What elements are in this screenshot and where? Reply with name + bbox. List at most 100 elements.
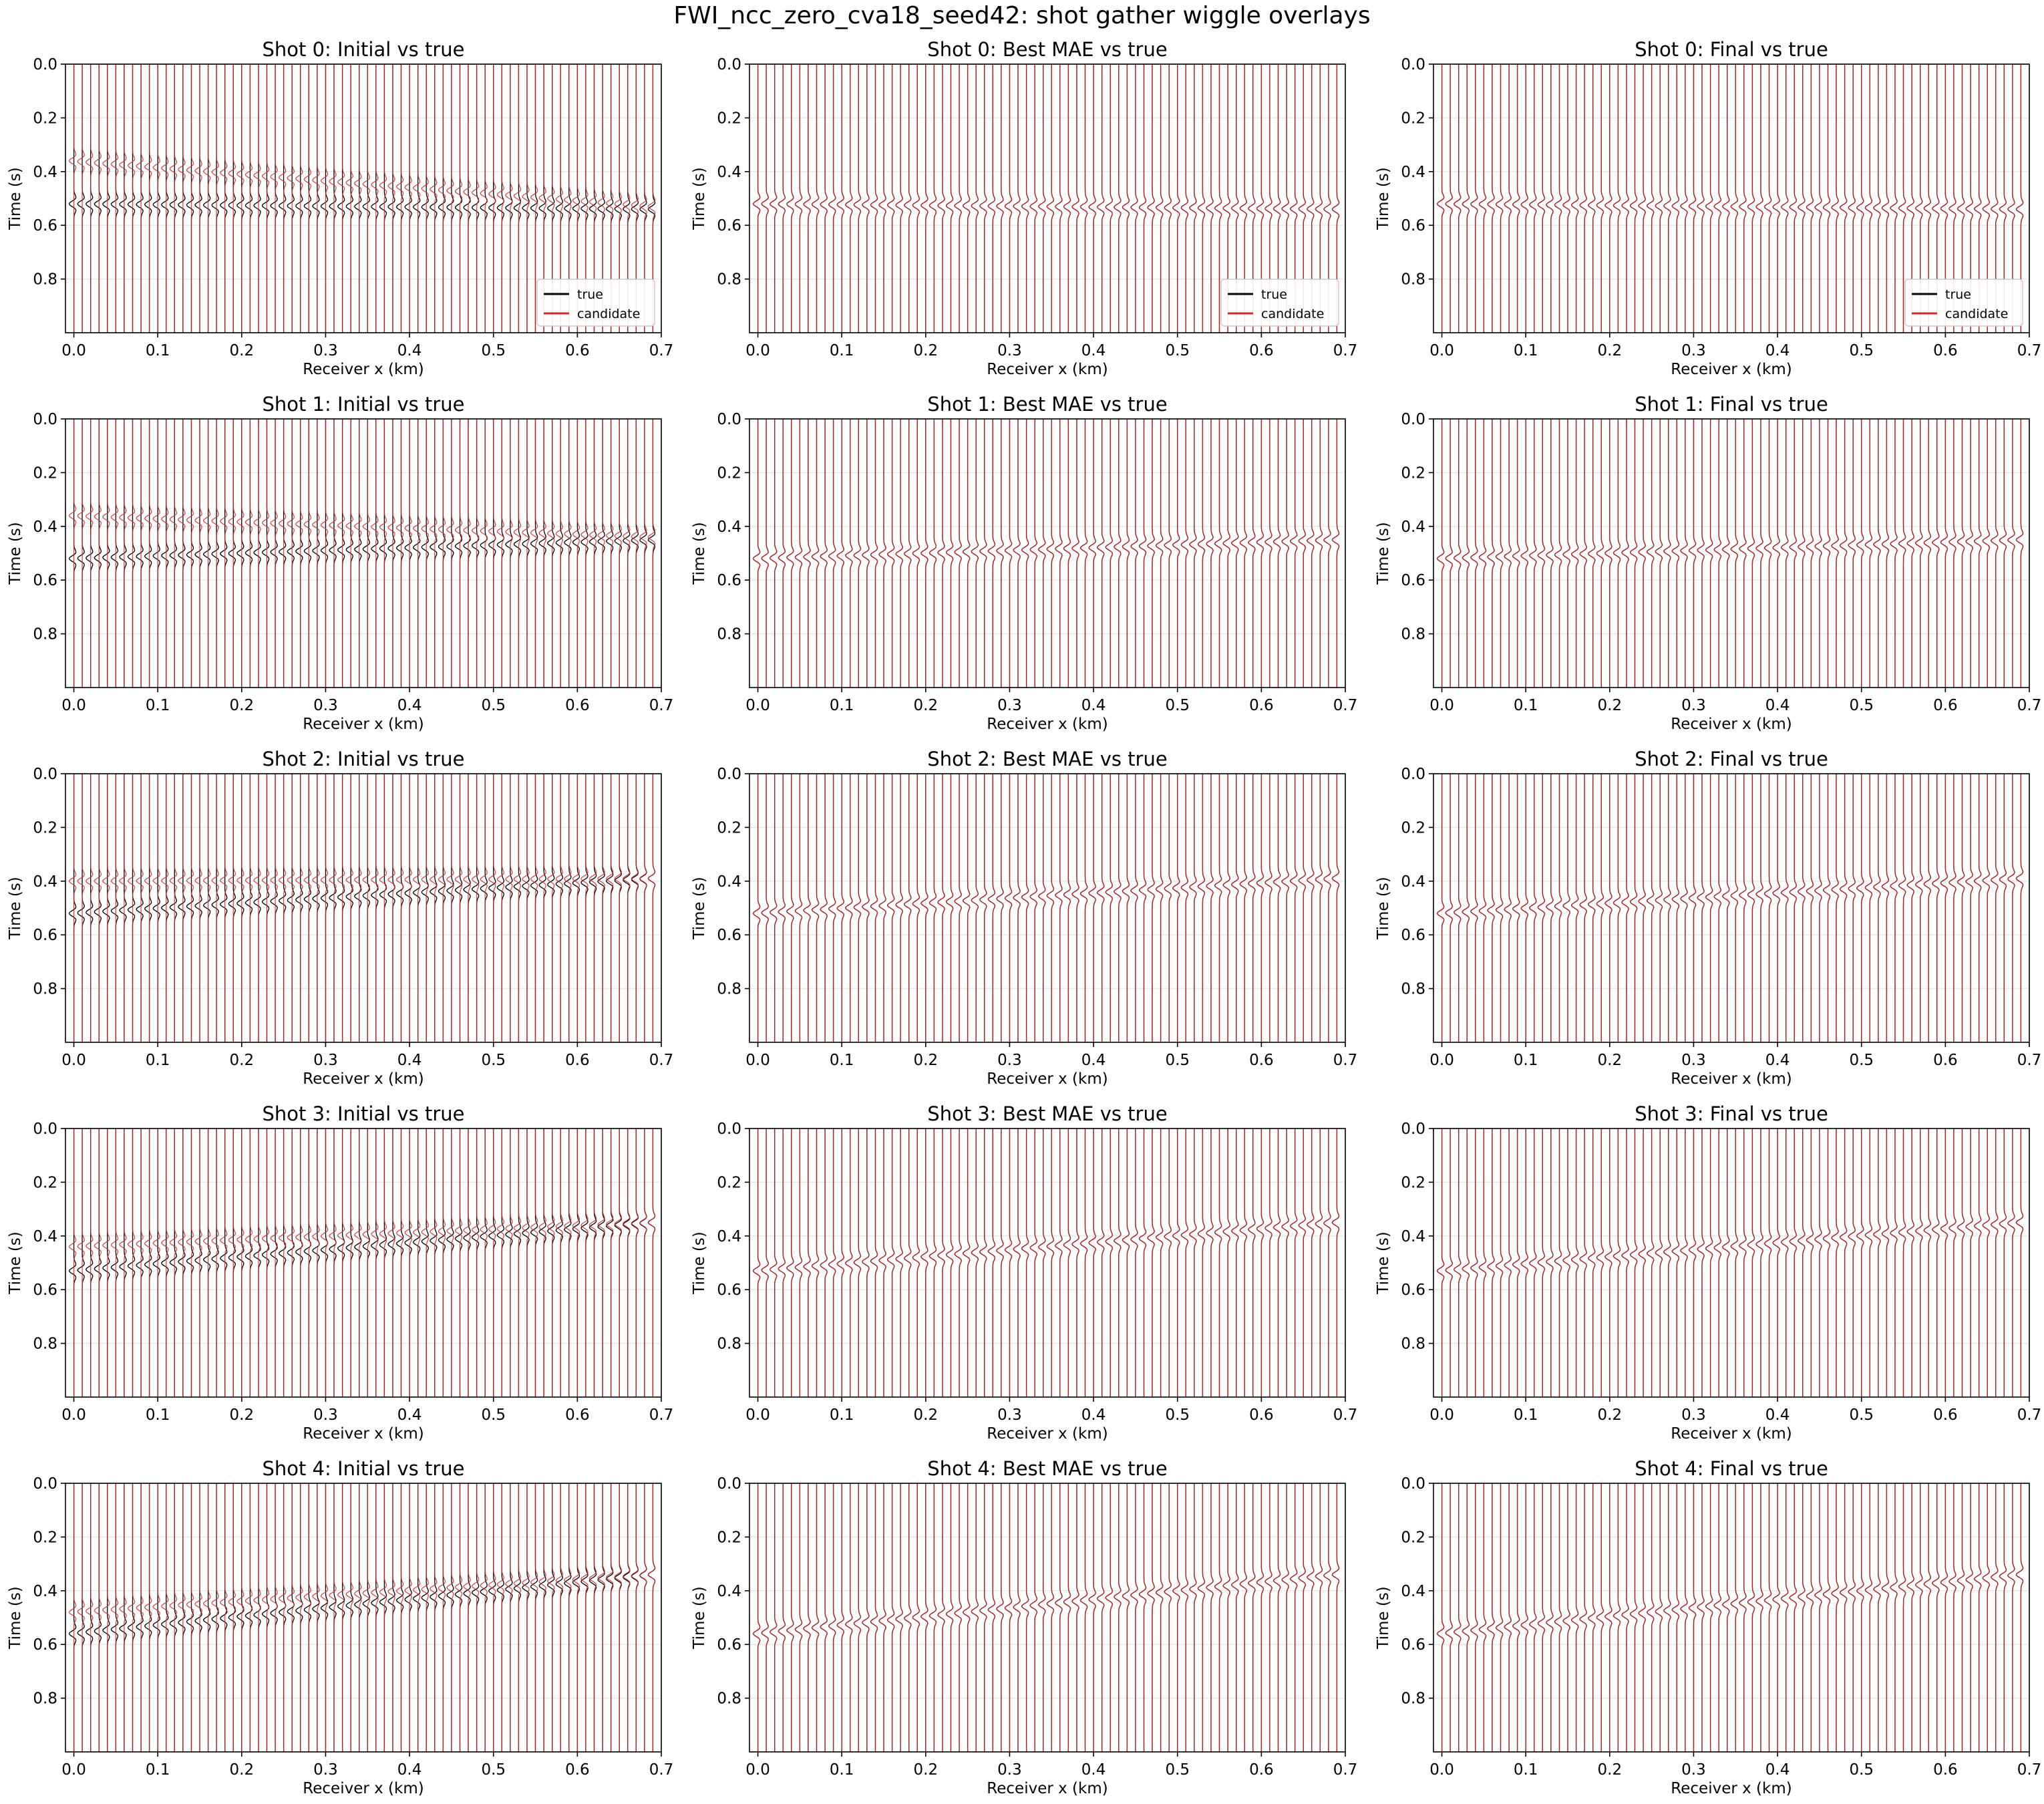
y-tick-label: 0.2 xyxy=(717,110,741,127)
x-tick-label: 0.2 xyxy=(230,1761,254,1779)
y-tick-label: 0.0 xyxy=(1401,1120,1425,1138)
x-tick-label: 0.7 xyxy=(649,697,674,714)
y-tick-label: 0.8 xyxy=(33,626,57,643)
y-tick-label: 0.2 xyxy=(717,819,741,837)
y-tick-label: 0.8 xyxy=(1401,626,1425,643)
x-tick-label: 0.3 xyxy=(997,697,1022,714)
subplot-panel: 0.0 0.1 0.2 0.3 0.4 0.5 0.6 0.70.00.20.40.60.8R… xyxy=(7,393,673,733)
y-axis-label: Time (s) xyxy=(7,1231,24,1295)
x-tick-label: 0.3 xyxy=(997,1406,1022,1424)
x-axis-label: Receiver x (km) xyxy=(303,1425,423,1443)
x-tick-label: 0.1 xyxy=(830,342,854,359)
y-axis-label: Time (s) xyxy=(691,167,708,231)
x-tick-label: 0.3 xyxy=(1681,1761,1706,1779)
x-tick-label: 0.1 xyxy=(830,697,854,714)
x-tick-label: 0.2 xyxy=(230,697,254,714)
x-tick-label: 0.3 xyxy=(1681,1052,1706,1069)
axes-background xyxy=(749,774,1345,1042)
x-tick-label: 0.5 xyxy=(1165,1406,1190,1424)
subplot-panel: 0.0 0.1 0.2 0.3 0.4 0.5 0.6 0.70.00.20.40.60.8R… xyxy=(7,1102,673,1443)
legend-label: true xyxy=(577,287,603,302)
y-axis-label: Time (s) xyxy=(7,877,24,940)
y-tick-label: 0.6 xyxy=(717,217,741,235)
x-tick-label: 0.3 xyxy=(1681,1406,1706,1424)
y-tick-label: 0.2 xyxy=(33,110,57,127)
panel-title: Shot 4: Initial vs true xyxy=(262,1457,464,1480)
x-tick-label: 0.5 xyxy=(1849,342,1874,359)
y-axis-label: Time (s) xyxy=(1375,877,1392,940)
x-tick-label: 0.0 xyxy=(745,697,770,714)
subplot-panel: 0.0 0.1 0.2 0.3 0.4 0.5 0.6 0.70.00.20.40.60.8R… xyxy=(691,393,1357,733)
y-axis-label: Time (s) xyxy=(691,877,708,940)
y-tick-label: 0.4 xyxy=(33,1228,57,1245)
x-tick-label: 0.5 xyxy=(481,1761,506,1779)
x-tick-label: 0.4 xyxy=(1765,342,1790,359)
x-tick-label: 0.2 xyxy=(1598,1406,1623,1424)
x-axis-label: Receiver x (km) xyxy=(1671,361,1792,378)
x-tick-label: 0.6 xyxy=(1933,1052,1958,1069)
y-tick-label: 0.2 xyxy=(1401,1529,1425,1546)
x-tick-label: 0.1 xyxy=(146,1761,170,1779)
x-tick-label: 0.3 xyxy=(1681,697,1706,714)
x-tick-label: 0.3 xyxy=(313,697,338,714)
subplot-panel: 0.0 0.1 0.2 0.3 0.4 0.5 0.6 0.70.00.20.40.60.8R… xyxy=(1375,38,2041,378)
x-tick-label: 0.4 xyxy=(1081,1761,1106,1779)
y-tick-label: 0.4 xyxy=(33,164,57,181)
y-tick-label: 0.6 xyxy=(717,1282,741,1299)
y-tick-label: 0.6 xyxy=(33,927,57,944)
axes-background xyxy=(1433,1483,2029,1752)
x-tick-label: 0.7 xyxy=(2017,1761,2042,1779)
x-tick-label: 0.6 xyxy=(1933,342,1958,359)
y-tick-label: 0.6 xyxy=(33,1282,57,1299)
x-tick-label: 0.0 xyxy=(61,1052,86,1069)
x-tick-label: 0.2 xyxy=(914,697,939,714)
x-tick-label: 0.2 xyxy=(230,1406,254,1424)
panel-title: Shot 4: Best MAE vs true xyxy=(927,1457,1167,1480)
y-tick-label: 0.0 xyxy=(717,1120,741,1138)
y-tick-label: 0.8 xyxy=(1401,271,1425,289)
x-tick-label: 0.1 xyxy=(146,697,170,714)
y-tick-label: 0.4 xyxy=(1401,1583,1425,1600)
y-tick-label: 0.0 xyxy=(1401,56,1425,73)
x-tick-label: 0.7 xyxy=(1333,342,1358,359)
legend-label: candidate xyxy=(1945,307,2008,321)
x-tick-label: 0.4 xyxy=(397,1052,422,1069)
panel-title: Shot 3: Initial vs true xyxy=(262,1102,464,1125)
x-tick-label: 0.4 xyxy=(1081,1406,1106,1424)
x-tick-label: 0.0 xyxy=(61,1406,86,1424)
y-axis-label: Time (s) xyxy=(7,522,24,585)
x-tick-label: 0.7 xyxy=(1333,1052,1358,1069)
x-tick-label: 0.4 xyxy=(397,342,422,359)
y-tick-label: 0.4 xyxy=(1401,518,1425,536)
y-tick-label: 0.8 xyxy=(33,1336,57,1353)
axes-background xyxy=(65,419,661,688)
y-tick-label: 0.0 xyxy=(717,411,741,428)
y-tick-label: 0.0 xyxy=(717,766,741,783)
panel-title: Shot 1: Best MAE vs true xyxy=(927,393,1167,416)
y-tick-label: 0.6 xyxy=(1401,1636,1425,1654)
x-tick-label: 0.1 xyxy=(830,1406,854,1424)
x-tick-label: 0.7 xyxy=(649,342,674,359)
panel-title: Shot 3: Final vs true xyxy=(1635,1102,1828,1125)
x-tick-label: 0.7 xyxy=(1333,1761,1358,1779)
y-tick-label: 0.4 xyxy=(1401,1228,1425,1245)
x-tick-label: 0.4 xyxy=(1081,1052,1106,1069)
y-tick-label: 0.2 xyxy=(33,1174,57,1191)
y-axis-label: Time (s) xyxy=(691,522,708,585)
x-tick-label: 0.4 xyxy=(1765,1052,1790,1069)
panel-title: Shot 3: Best MAE vs true xyxy=(927,1102,1167,1125)
panel-title: Shot 2: Final vs true xyxy=(1635,748,1828,770)
x-tick-label: 0.3 xyxy=(997,1052,1022,1069)
x-tick-label: 0.5 xyxy=(1849,1406,1874,1424)
x-tick-label: 0.3 xyxy=(313,1406,338,1424)
x-tick-label: 0.1 xyxy=(1514,1761,1538,1779)
x-tick-label: 0.5 xyxy=(481,1406,506,1424)
y-tick-label: 0.8 xyxy=(33,1690,57,1708)
x-tick-label: 0.5 xyxy=(481,1052,506,1069)
y-tick-label: 0.4 xyxy=(717,873,741,891)
y-tick-label: 0.4 xyxy=(1401,164,1425,181)
y-tick-label: 0.2 xyxy=(717,1529,741,1546)
x-tick-label: 0.3 xyxy=(313,342,338,359)
